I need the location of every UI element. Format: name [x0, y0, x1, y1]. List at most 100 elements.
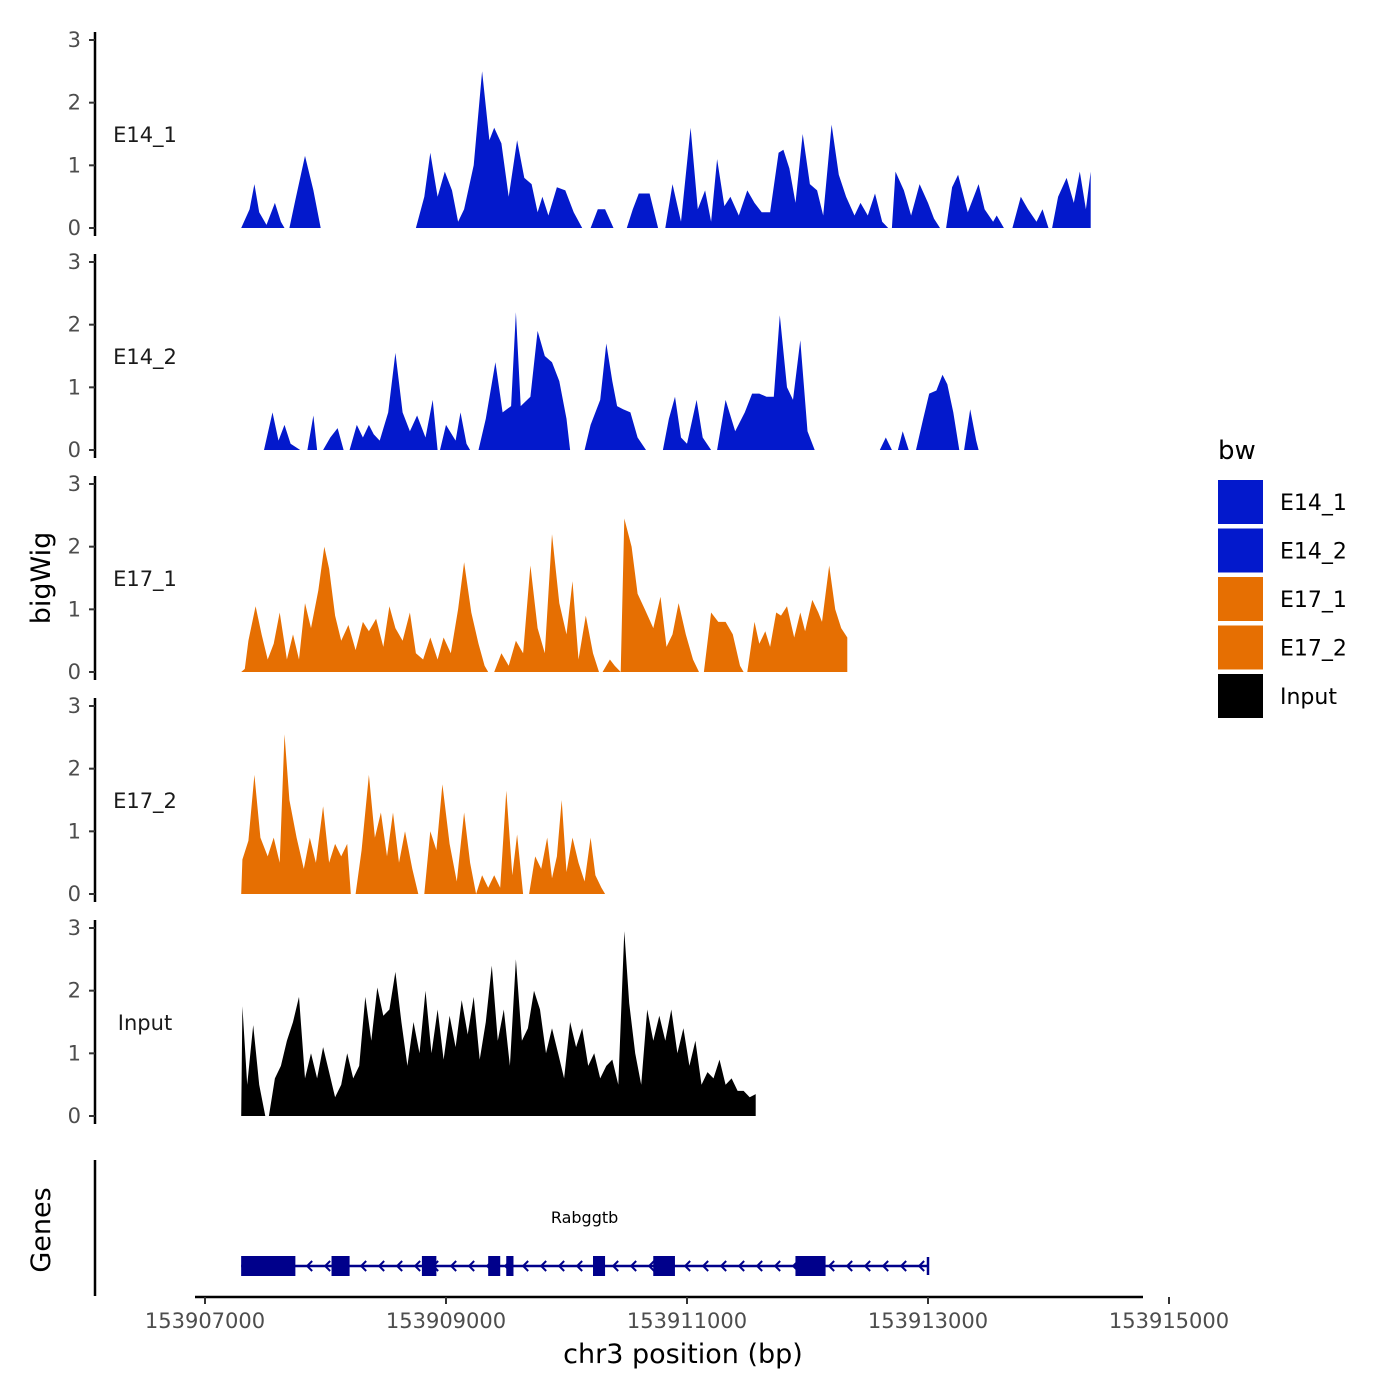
- y-tick-label: 3: [68, 250, 81, 274]
- strand-arrow: [449, 1260, 457, 1272]
- track-label: E17_2: [113, 789, 177, 814]
- legend-swatch: [1218, 480, 1263, 524]
- strand-arrow: [881, 1260, 889, 1272]
- legend-swatch: [1218, 625, 1263, 670]
- gene-exon: [241, 1256, 296, 1276]
- strand-arrow: [701, 1260, 709, 1272]
- bigwig-tracks: 0 1 2 3 E14_1 0 1 2 3 E14_2 0 1 2 3 E17_1 0 1 2 3 E17_2 0 1 2 3…: [68, 28, 1091, 1128]
- legend-items: E14_1 E14_2 E17_1 E17_2 Input: [1218, 480, 1347, 718]
- strand-arrow: [305, 1260, 313, 1272]
- track-label: E14_1: [113, 123, 177, 148]
- strand-arrow: [467, 1260, 475, 1272]
- strand-arrow: [863, 1260, 871, 1272]
- x-tick-label: 153915000: [1109, 1309, 1229, 1333]
- legend-item-E17_1: E17_1: [1218, 577, 1347, 621]
- legend-label: Input: [1280, 685, 1337, 710]
- strand-arrow: [377, 1260, 385, 1272]
- y-tick-label: 3: [68, 916, 81, 940]
- strand-arrow: [395, 1260, 403, 1272]
- strand-arrow: [575, 1260, 583, 1272]
- strand-arrow: [755, 1260, 763, 1272]
- y-tick-label: 1: [68, 375, 81, 399]
- strand-arrow: [557, 1260, 565, 1272]
- genes-panel: Rabggtb: [93, 1160, 930, 1296]
- legend-label: E14_2: [1280, 540, 1347, 565]
- track-label: E17_1: [113, 567, 177, 592]
- legend-label: E17_2: [1280, 637, 1347, 662]
- legend-item-E17_2: E17_2: [1218, 625, 1347, 670]
- legend-swatch: [1218, 577, 1263, 621]
- gene-exon: [331, 1256, 350, 1276]
- strand-arrow: [683, 1260, 691, 1272]
- strand-arrow: [359, 1260, 367, 1272]
- y-tick-label: 1: [68, 153, 81, 177]
- signal-area-E14_1: [241, 71, 1091, 228]
- y-tick-label: 0: [68, 438, 81, 462]
- x-axis-title: chr3 position (bp): [563, 1339, 803, 1370]
- strand-arrow: [899, 1260, 907, 1272]
- gene-Rabggtb: Rabggtb: [241, 1208, 930, 1276]
- legend-item-Input: Input: [1218, 674, 1337, 718]
- legend-label: E14_1: [1280, 491, 1347, 516]
- track-E17_2: 0 1 2 3 E17_2: [68, 694, 606, 906]
- legend-title: bw: [1218, 436, 1256, 466]
- y-tick-label: 1: [68, 1041, 81, 1065]
- x-tick-label: 153907000: [145, 1309, 265, 1333]
- y-tick-label: 1: [68, 819, 81, 843]
- gene-exon: [488, 1256, 501, 1276]
- y-tick-label: 0: [68, 660, 81, 684]
- gene-exon: [506, 1256, 514, 1276]
- gene-exon: [421, 1256, 437, 1276]
- y-tick-label: 0: [68, 216, 81, 240]
- legend-item-E14_1: E14_1: [1218, 480, 1347, 524]
- strand-arrow: [845, 1260, 853, 1272]
- y-tick-label: 3: [68, 472, 81, 496]
- x-tick-label: 153909000: [386, 1309, 506, 1333]
- y-tick-label: 0: [68, 882, 81, 906]
- strand-arrow: [539, 1260, 547, 1272]
- x-tick-label: 153913000: [868, 1309, 988, 1333]
- strand-arrow: [773, 1260, 781, 1272]
- strand-arrow: [737, 1260, 745, 1272]
- strand-arrow: [647, 1260, 655, 1272]
- track-label: Input: [118, 1011, 172, 1035]
- legend-swatch: [1218, 674, 1263, 718]
- y-axis-title: bigWig: [26, 532, 57, 625]
- legend: bw E14_1 E14_2 E17_1 E17_2 Input: [1218, 436, 1347, 718]
- y-tick-label: 3: [68, 28, 81, 52]
- y-tick-label: 3: [68, 694, 81, 718]
- strand-arrow: [917, 1260, 925, 1272]
- x-tick-label: 153911000: [627, 1309, 747, 1333]
- track-label: E14_2: [113, 345, 177, 370]
- strand-arrow: [413, 1260, 421, 1272]
- legend-label: E17_1: [1280, 588, 1347, 613]
- strand-arrow: [719, 1260, 727, 1272]
- strand-arrow: [323, 1260, 331, 1272]
- signal-area-Input: [241, 931, 756, 1116]
- signal-area-E14_2: [241, 312, 979, 450]
- gene-exon: [653, 1256, 675, 1276]
- gene-exon: [795, 1256, 826, 1276]
- y-tick-label: 2: [68, 91, 81, 115]
- y-tick-label: 0: [68, 1104, 81, 1128]
- strand-arrow: [629, 1260, 637, 1272]
- track-E17_1: 0 1 2 3 E17_1: [68, 472, 848, 684]
- y-tick-label: 2: [68, 979, 81, 1003]
- y-tick-label: 2: [68, 535, 81, 559]
- gene-name-label: Rabggtb: [551, 1208, 618, 1227]
- y-tick-label: 2: [68, 757, 81, 781]
- strand-arrow: [521, 1260, 529, 1272]
- legend-swatch: [1218, 528, 1263, 573]
- signal-area-E17_2: [241, 734, 606, 894]
- y-tick-label: 1: [68, 597, 81, 621]
- y-tick-label: 2: [68, 313, 81, 337]
- x-axis: 153907000 153909000 153911000 153913000 1539…: [145, 1295, 1229, 1333]
- legend-item-E14_2: E14_2: [1218, 528, 1347, 573]
- genes-panel-title: Genes: [26, 1187, 57, 1272]
- track-E14_1: 0 1 2 3 E14_1: [68, 28, 1091, 240]
- track-E14_2: 0 1 2 3 E14_2: [68, 250, 979, 462]
- track-Input: 0 1 2 3 Input: [68, 916, 756, 1128]
- signal-area-E17_1: [241, 518, 848, 672]
- strand-arrow: [611, 1260, 619, 1272]
